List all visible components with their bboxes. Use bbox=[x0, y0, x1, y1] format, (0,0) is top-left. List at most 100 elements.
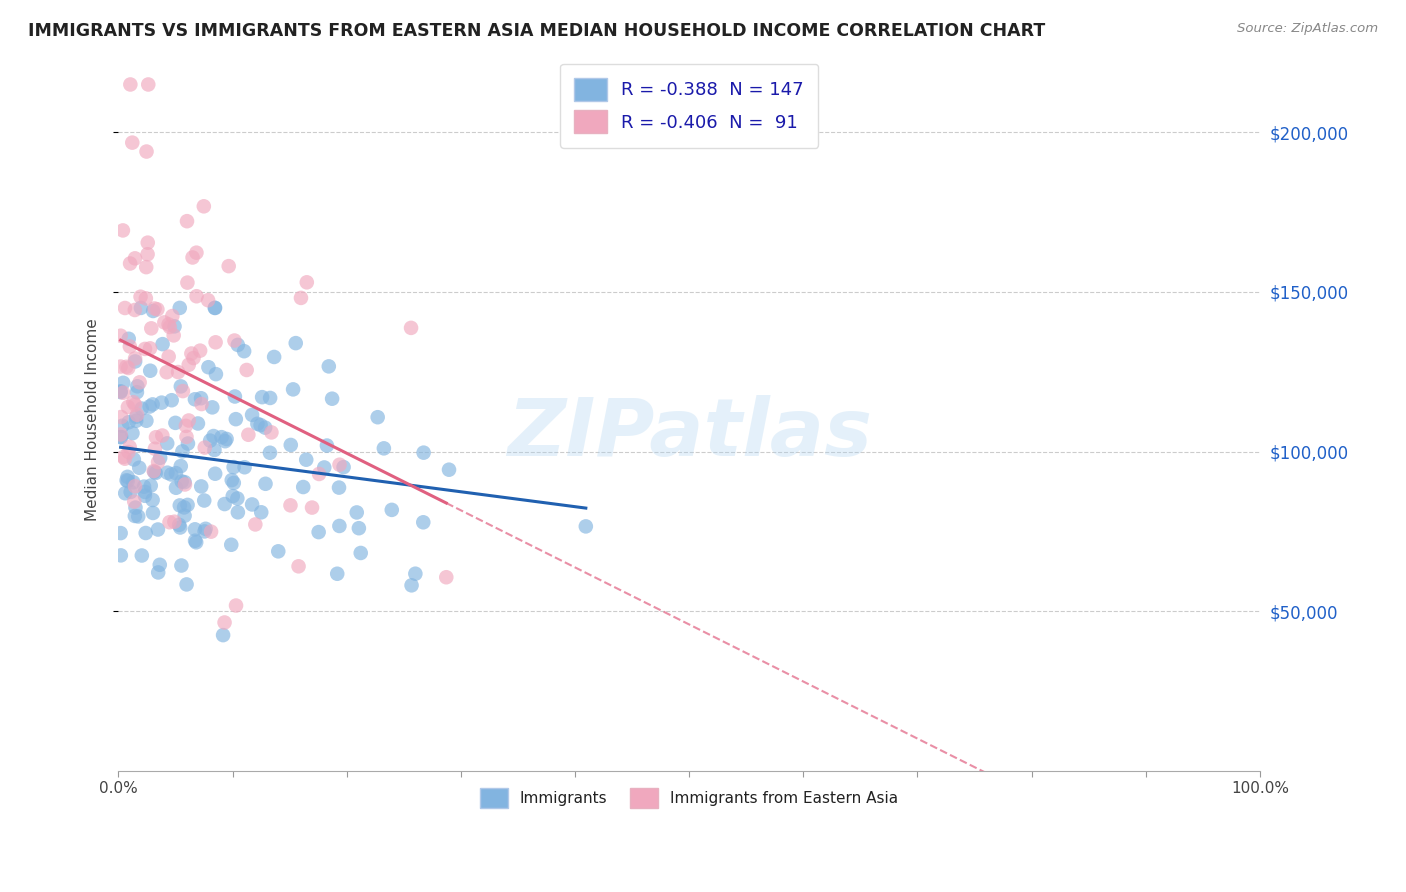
Point bbox=[226, 338, 249, 352]
Point bbox=[186, 245, 208, 260]
Point bbox=[122, 395, 145, 409]
Point bbox=[260, 425, 283, 440]
Point bbox=[134, 485, 156, 500]
Point bbox=[176, 430, 198, 444]
Point bbox=[194, 441, 217, 455]
Point bbox=[160, 467, 183, 482]
Point bbox=[295, 452, 318, 467]
Point bbox=[186, 535, 208, 549]
Point bbox=[222, 489, 245, 503]
Point bbox=[125, 414, 148, 428]
Point bbox=[328, 481, 350, 495]
Point bbox=[149, 558, 172, 572]
Point bbox=[118, 339, 141, 353]
Point bbox=[173, 500, 195, 515]
Point bbox=[399, 321, 422, 335]
Point bbox=[198, 434, 221, 448]
Point bbox=[225, 412, 247, 426]
Point bbox=[146, 523, 169, 537]
Point bbox=[197, 293, 219, 308]
Point bbox=[111, 418, 134, 433]
Point bbox=[118, 332, 141, 346]
Point bbox=[235, 363, 257, 377]
Point bbox=[240, 408, 263, 422]
Point bbox=[290, 291, 312, 305]
Point bbox=[163, 328, 186, 343]
Point bbox=[156, 436, 179, 450]
Point bbox=[145, 430, 167, 444]
Point bbox=[194, 522, 217, 536]
Point bbox=[183, 351, 205, 365]
Point bbox=[259, 446, 281, 460]
Point bbox=[181, 251, 204, 265]
Point bbox=[328, 519, 350, 533]
Point bbox=[165, 416, 187, 430]
Point bbox=[121, 426, 143, 441]
Point bbox=[250, 505, 273, 519]
Point bbox=[215, 432, 238, 446]
Point bbox=[159, 515, 181, 529]
Point bbox=[150, 428, 173, 442]
Point bbox=[347, 521, 370, 535]
Point bbox=[172, 444, 194, 458]
Point bbox=[201, 401, 224, 415]
Point bbox=[177, 413, 200, 427]
Point bbox=[169, 499, 191, 513]
Point bbox=[193, 493, 215, 508]
Point bbox=[115, 473, 138, 487]
Point bbox=[437, 463, 460, 477]
Point bbox=[176, 498, 198, 512]
Legend: Immigrants, Immigrants from Eastern Asia: Immigrants, Immigrants from Eastern Asia bbox=[472, 780, 905, 815]
Point bbox=[132, 480, 155, 494]
Point bbox=[187, 417, 209, 431]
Point bbox=[124, 303, 146, 318]
Point bbox=[238, 427, 260, 442]
Point bbox=[184, 392, 207, 407]
Point bbox=[143, 442, 166, 456]
Point bbox=[332, 460, 354, 475]
Point bbox=[163, 515, 186, 529]
Point bbox=[170, 558, 193, 573]
Point bbox=[114, 451, 136, 466]
Point bbox=[146, 302, 169, 317]
Point bbox=[367, 410, 389, 425]
Point bbox=[142, 304, 165, 318]
Point bbox=[373, 442, 395, 456]
Point bbox=[308, 467, 330, 481]
Point bbox=[167, 517, 190, 532]
Point bbox=[295, 275, 318, 289]
Text: ZIPatlas: ZIPatlas bbox=[506, 394, 872, 473]
Point bbox=[157, 350, 180, 364]
Point bbox=[292, 480, 315, 494]
Point bbox=[121, 136, 143, 150]
Point bbox=[233, 460, 256, 475]
Point bbox=[381, 503, 404, 517]
Point bbox=[149, 450, 172, 465]
Point bbox=[111, 223, 134, 237]
Point bbox=[146, 455, 169, 469]
Point bbox=[156, 466, 179, 480]
Point bbox=[110, 430, 132, 444]
Point bbox=[212, 628, 235, 642]
Point bbox=[176, 214, 198, 228]
Point bbox=[190, 391, 212, 405]
Point bbox=[142, 397, 165, 411]
Point bbox=[114, 301, 136, 315]
Point bbox=[128, 460, 150, 475]
Point bbox=[204, 301, 226, 315]
Point bbox=[225, 599, 247, 613]
Point bbox=[326, 566, 349, 581]
Point bbox=[118, 440, 141, 454]
Point bbox=[221, 473, 243, 487]
Point bbox=[120, 484, 142, 499]
Point bbox=[129, 301, 152, 315]
Point bbox=[222, 475, 245, 490]
Point bbox=[281, 383, 304, 397]
Point bbox=[112, 385, 135, 400]
Point bbox=[117, 415, 139, 429]
Point bbox=[120, 256, 142, 270]
Point bbox=[404, 566, 426, 581]
Point bbox=[157, 318, 180, 332]
Point bbox=[174, 477, 197, 491]
Text: IMMIGRANTS VS IMMIGRANTS FROM EASTERN ASIA MEDIAN HOUSEHOLD INCOME CORRELATION C: IMMIGRANTS VS IMMIGRANTS FROM EASTERN AS… bbox=[28, 22, 1046, 40]
